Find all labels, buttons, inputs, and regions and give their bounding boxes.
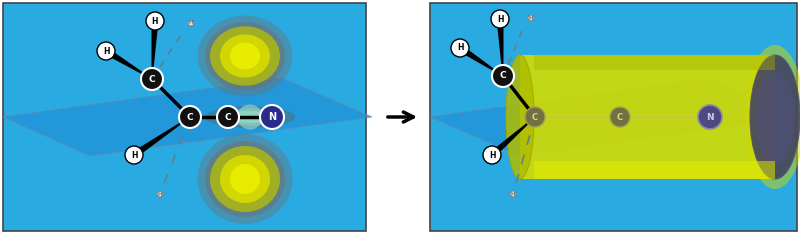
FancyBboxPatch shape xyxy=(534,161,775,179)
Circle shape xyxy=(260,105,284,129)
Ellipse shape xyxy=(506,55,534,179)
Text: H: H xyxy=(489,150,495,160)
Circle shape xyxy=(491,10,509,28)
Ellipse shape xyxy=(230,43,260,69)
Text: H: H xyxy=(189,21,194,26)
Circle shape xyxy=(217,106,239,128)
Polygon shape xyxy=(497,19,503,76)
Circle shape xyxy=(525,107,545,127)
Ellipse shape xyxy=(205,141,285,217)
Ellipse shape xyxy=(220,34,270,78)
Text: C: C xyxy=(149,74,155,84)
Text: C: C xyxy=(617,113,623,121)
Polygon shape xyxy=(132,117,190,158)
Text: H: H xyxy=(158,191,162,197)
Ellipse shape xyxy=(198,15,293,96)
Ellipse shape xyxy=(230,164,260,194)
Text: N: N xyxy=(268,112,276,122)
Ellipse shape xyxy=(750,55,800,179)
Polygon shape xyxy=(490,117,535,158)
FancyBboxPatch shape xyxy=(520,55,775,179)
Ellipse shape xyxy=(220,155,270,203)
Text: H: H xyxy=(457,44,463,52)
Circle shape xyxy=(146,12,164,30)
Polygon shape xyxy=(151,21,158,79)
Circle shape xyxy=(179,106,201,128)
Circle shape xyxy=(97,42,115,60)
Text: C: C xyxy=(186,113,194,121)
Ellipse shape xyxy=(210,26,280,86)
Circle shape xyxy=(492,65,514,87)
Text: H: H xyxy=(529,15,534,21)
Circle shape xyxy=(451,39,469,57)
Ellipse shape xyxy=(225,111,275,123)
Text: H: H xyxy=(510,191,515,197)
Circle shape xyxy=(483,146,501,164)
Ellipse shape xyxy=(238,105,262,129)
Circle shape xyxy=(125,146,143,164)
Ellipse shape xyxy=(205,22,285,90)
Text: N: N xyxy=(706,113,714,121)
Circle shape xyxy=(698,105,722,129)
Ellipse shape xyxy=(205,106,295,128)
Ellipse shape xyxy=(745,45,800,189)
Text: C: C xyxy=(225,113,231,121)
FancyBboxPatch shape xyxy=(430,3,797,231)
Text: H: H xyxy=(152,17,158,26)
Text: H: H xyxy=(102,47,110,55)
Ellipse shape xyxy=(210,146,280,212)
Text: H: H xyxy=(497,15,503,23)
Polygon shape xyxy=(430,78,799,156)
FancyBboxPatch shape xyxy=(534,55,775,70)
Circle shape xyxy=(141,68,163,90)
Polygon shape xyxy=(3,78,372,156)
Text: C: C xyxy=(500,72,506,80)
FancyBboxPatch shape xyxy=(3,3,366,231)
Polygon shape xyxy=(458,45,503,77)
Text: H: H xyxy=(130,150,138,160)
Ellipse shape xyxy=(215,109,285,125)
Ellipse shape xyxy=(756,70,794,164)
Polygon shape xyxy=(104,48,152,79)
Circle shape xyxy=(610,107,630,127)
Ellipse shape xyxy=(198,134,293,224)
Text: C: C xyxy=(532,113,538,121)
